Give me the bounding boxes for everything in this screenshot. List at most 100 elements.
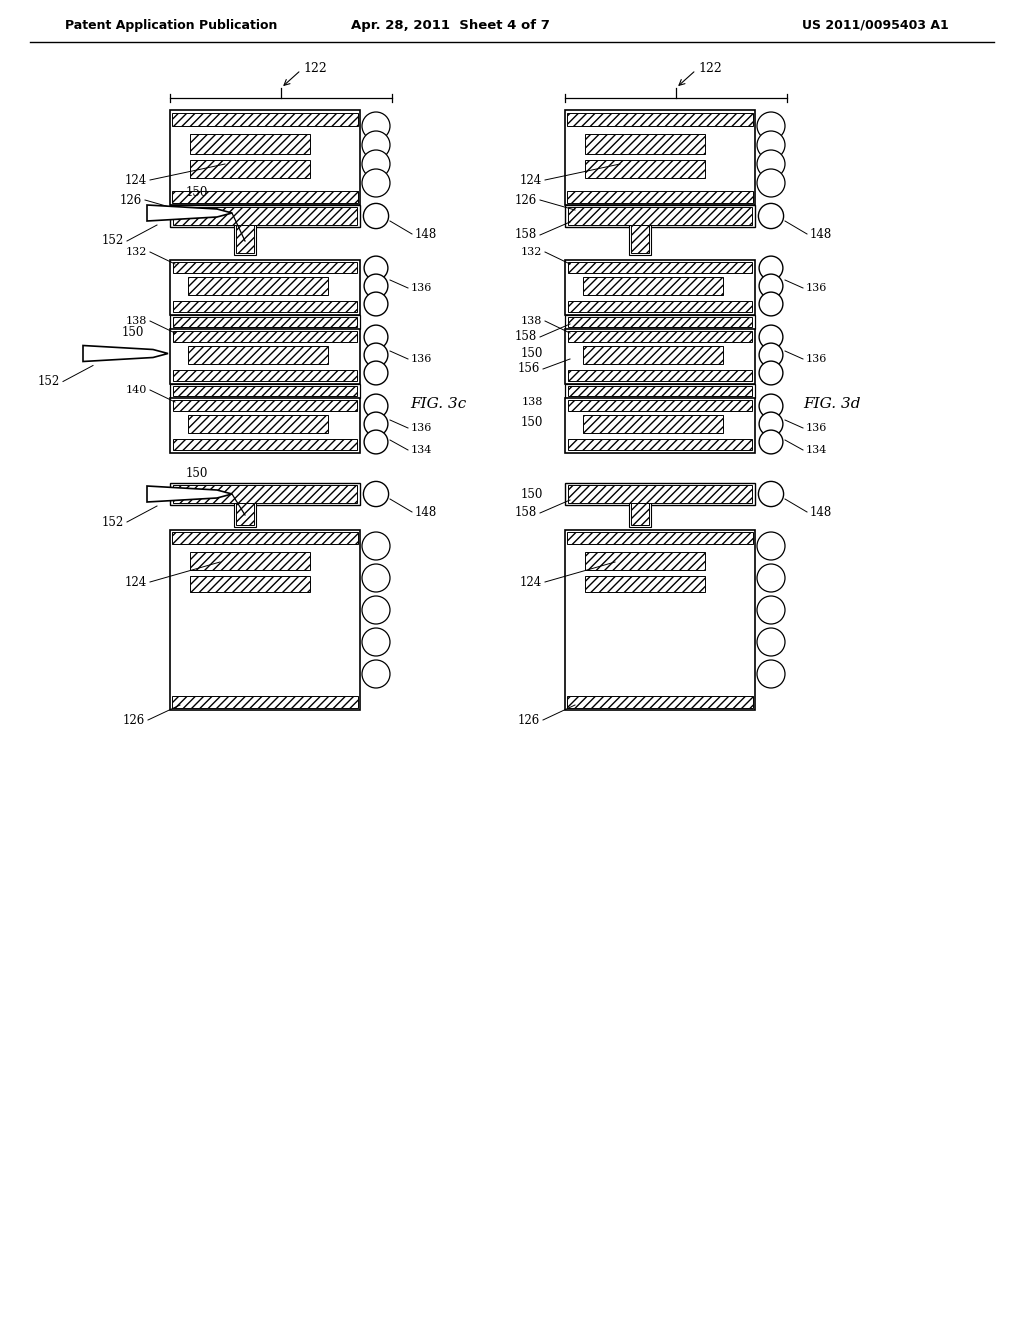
Circle shape [365, 292, 388, 315]
Bar [173, 301, 357, 312]
Text: 152: 152 [38, 375, 60, 388]
Bar [188, 277, 328, 294]
Bar [190, 135, 310, 154]
Bar [565, 260, 755, 315]
Text: 156: 156 [517, 363, 540, 375]
Circle shape [759, 362, 783, 385]
Circle shape [759, 203, 783, 228]
Bar [568, 440, 752, 450]
Bar [565, 329, 755, 384]
Text: 136: 136 [411, 422, 432, 433]
Bar [565, 399, 755, 453]
Bar [190, 160, 310, 178]
Bar [567, 696, 753, 708]
Text: 148: 148 [810, 227, 833, 240]
Circle shape [362, 660, 390, 688]
Text: 126: 126 [515, 194, 537, 206]
Circle shape [759, 430, 783, 454]
Polygon shape [147, 486, 232, 502]
Text: 150: 150 [122, 326, 144, 339]
Circle shape [364, 203, 388, 228]
Bar [568, 400, 752, 411]
Text: Patent Application Publication: Patent Application Publication [65, 18, 278, 32]
Bar [170, 483, 360, 506]
Bar [173, 370, 357, 381]
Text: 158: 158 [515, 228, 537, 242]
Bar [629, 223, 651, 255]
Text: 138: 138 [520, 315, 542, 326]
Circle shape [759, 412, 783, 436]
Circle shape [757, 131, 785, 158]
Bar [173, 440, 357, 450]
Bar [567, 114, 753, 125]
Circle shape [759, 275, 783, 298]
Bar [583, 414, 723, 433]
Bar [173, 484, 357, 503]
Circle shape [759, 256, 783, 280]
Circle shape [759, 343, 783, 367]
Bar [170, 399, 360, 453]
Text: 136: 136 [806, 354, 827, 364]
Bar [170, 384, 360, 399]
Text: 138: 138 [521, 397, 543, 407]
Text: 150: 150 [520, 347, 543, 360]
Circle shape [365, 343, 388, 367]
Bar [170, 205, 360, 227]
Text: 132: 132 [520, 247, 542, 257]
Text: 122: 122 [303, 62, 327, 74]
Circle shape [364, 482, 388, 507]
Text: US 2011/0095403 A1: US 2011/0095403 A1 [802, 18, 948, 32]
Text: 124: 124 [520, 173, 542, 186]
Bar [234, 223, 256, 255]
Bar [565, 483, 755, 506]
Text: 140: 140 [126, 385, 147, 395]
Text: 150: 150 [185, 186, 208, 199]
Circle shape [362, 112, 390, 140]
Circle shape [362, 131, 390, 158]
Text: 136: 136 [806, 422, 827, 433]
Circle shape [759, 395, 783, 418]
Circle shape [365, 275, 388, 298]
Text: 150: 150 [520, 487, 543, 500]
Text: 134: 134 [411, 445, 432, 455]
Bar [172, 532, 358, 544]
Text: 126: 126 [518, 714, 540, 726]
Circle shape [759, 292, 783, 315]
Bar [585, 552, 705, 570]
Text: FIG. 3c: FIG. 3c [410, 397, 466, 411]
Circle shape [365, 430, 388, 454]
Bar [190, 552, 310, 570]
Circle shape [757, 150, 785, 178]
Text: 132: 132 [126, 247, 147, 257]
Bar [236, 224, 254, 253]
Text: 124: 124 [125, 576, 147, 589]
Text: 136: 136 [806, 282, 827, 293]
Bar [188, 346, 328, 364]
Circle shape [757, 660, 785, 688]
Bar [585, 135, 705, 154]
Text: 122: 122 [698, 62, 722, 74]
Bar [565, 315, 755, 329]
Text: 158: 158 [515, 507, 537, 520]
Circle shape [757, 597, 785, 624]
Circle shape [757, 532, 785, 560]
Bar [170, 329, 360, 384]
Text: 152: 152 [101, 516, 124, 528]
Text: 126: 126 [123, 714, 145, 726]
Circle shape [362, 597, 390, 624]
Bar [567, 191, 753, 203]
Text: 152: 152 [101, 235, 124, 248]
Bar [585, 576, 705, 591]
Text: Apr. 28, 2011  Sheet 4 of 7: Apr. 28, 2011 Sheet 4 of 7 [350, 18, 550, 32]
Bar [568, 484, 752, 503]
Circle shape [365, 256, 388, 280]
Bar [170, 110, 360, 205]
Bar [583, 346, 723, 364]
Bar [568, 207, 752, 224]
Circle shape [365, 412, 388, 436]
Bar [173, 385, 357, 396]
Bar [565, 110, 755, 205]
Circle shape [362, 150, 390, 178]
Polygon shape [83, 346, 168, 362]
Bar [568, 385, 752, 396]
